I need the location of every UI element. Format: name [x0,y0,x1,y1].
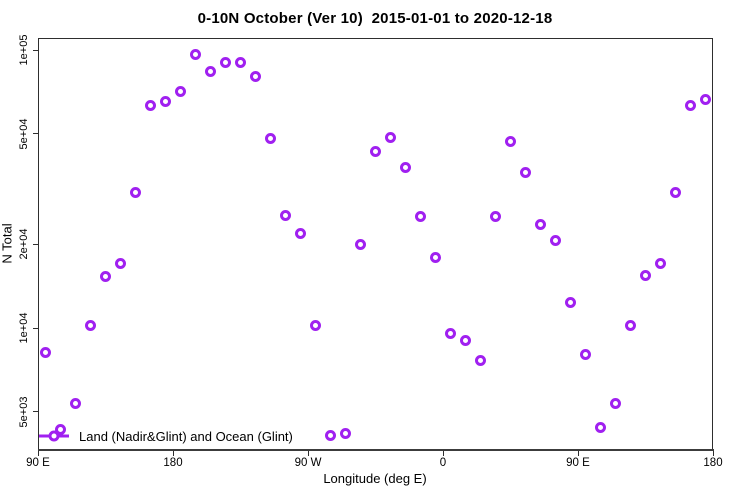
data-point [85,320,96,332]
x-tick-mark [172,451,174,456]
data-point [535,219,546,231]
y-tick-mark [33,411,38,413]
data-point [670,187,681,199]
data-point [250,70,261,82]
data-point [220,57,231,69]
data-point [310,320,321,332]
data-point [565,296,576,308]
data-point [370,145,381,157]
data-point [505,135,516,147]
data-point [430,252,441,264]
data-point [445,327,456,339]
legend-label: Land (Nadir&Glint) and Ocean (Glint) [79,428,293,444]
data-point [235,57,246,69]
x-tick-label: 180 [703,457,723,469]
data-point [190,48,201,60]
data-point [205,65,216,77]
y-tick-mark [33,327,38,329]
x-axis-title: Longitude (deg E) [323,471,427,486]
data-point [385,131,396,143]
data-point [655,257,666,269]
data-point [520,166,531,178]
y-tick-label: 5e+03 [18,396,30,428]
data-point [475,354,486,366]
y-tick-label: 1e+04 [18,312,30,344]
data-point [685,100,696,112]
data-point [280,210,291,222]
data-point [550,234,561,246]
x-tick-mark [712,451,714,456]
x-axis-line [38,449,714,451]
x-tick-label: 0 [439,457,447,469]
data-point [145,100,156,112]
y-tick-mark [33,243,38,245]
data-point [70,398,81,410]
data-point [130,187,141,199]
y-axis-title: N Total [0,223,15,264]
y-tick-mark [33,133,38,135]
x-tick-label: 90 E [26,457,50,469]
data-point [610,397,621,409]
data-point [55,423,66,435]
data-point [325,430,336,442]
data-point [490,211,501,223]
data-point [415,211,426,223]
x-tick-mark [442,451,444,456]
data-point [160,95,171,107]
data-point [115,258,126,270]
x-tick-mark [577,451,579,456]
chart-title: 0-10N October (Ver 10) 2015-01-01 to 202… [197,10,553,27]
x-tick-label: 90 W [294,457,322,469]
y-tick-label: 5e+04 [18,118,30,150]
legend: Land (Nadir&Glint) and Ocean (Glint) [38,428,293,444]
data-point [595,422,606,434]
data-point [640,270,651,282]
data-point [265,133,276,145]
plot-area [38,38,713,450]
x-tick-label: 90 E [566,457,590,469]
data-point [580,348,591,360]
y-tick-label: 1e+05 [18,34,30,66]
data-point [700,94,711,106]
x-tick-mark [307,451,309,456]
data-point [40,347,51,359]
legend-marker-icon [39,430,69,442]
data-point [355,239,366,251]
y-tick-label: 2e+04 [18,228,30,260]
data-point [340,427,351,439]
x-tick-label: 180 [163,457,183,469]
data-point [100,271,111,283]
data-point [175,85,186,97]
data-point [400,161,411,173]
y-tick-mark [33,49,38,51]
data-point [460,335,471,347]
data-point [295,228,306,240]
data-point [625,320,636,332]
x-tick-mark [37,451,39,456]
